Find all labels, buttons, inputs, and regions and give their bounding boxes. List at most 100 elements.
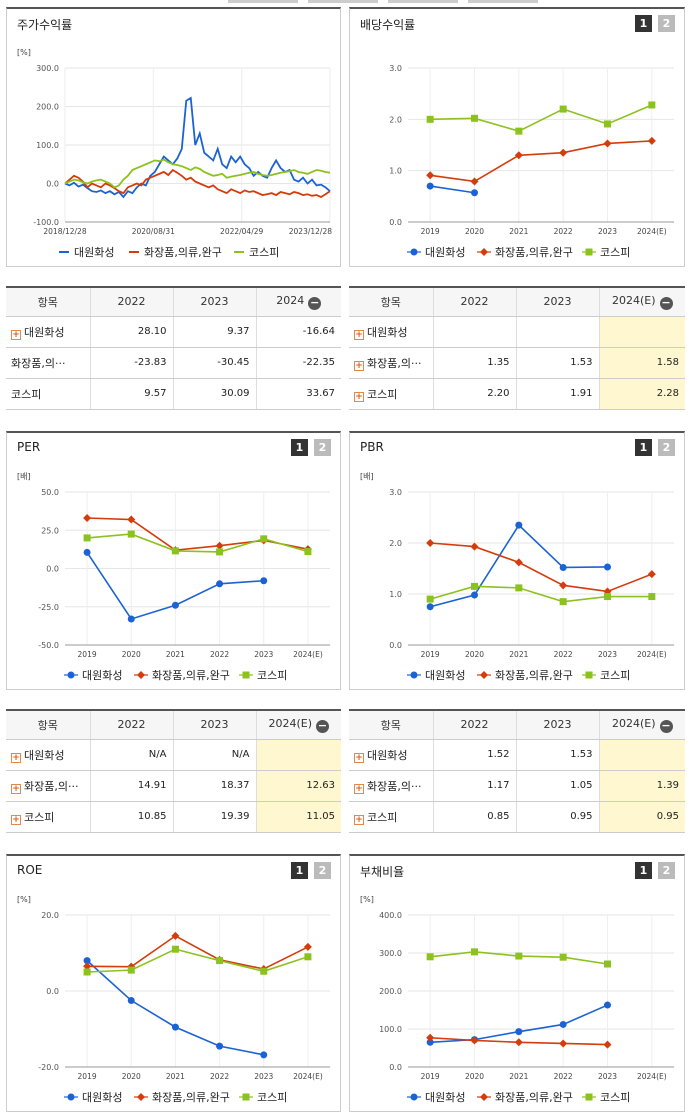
column-header: 2024(E) −: [598, 710, 685, 740]
column-header-label: 2023: [200, 718, 229, 732]
collapse-icon[interactable]: −: [659, 718, 673, 733]
expand-plus-icon[interactable]: +: [354, 752, 364, 763]
pbr-panel: PBR 1 2 [배] 3.0 2.0 1.0 0.0 2019 2020 2021 2022 202…: [349, 431, 685, 690]
panel-title: PER: [17, 440, 41, 454]
x-tick-label: 2020: [465, 227, 484, 236]
legend-label: 대원화성: [425, 1091, 465, 1104]
x-tick-label: 2020: [465, 1072, 484, 1081]
row-label: 대원화성: [367, 325, 408, 339]
collapse-icon[interactable]: −: [659, 295, 673, 310]
table-cell: 9.57: [89, 378, 173, 410]
data-point: [426, 1038, 434, 1046]
chart-svg: [배] 50.0 25.0 0.0 -25.0 -50.0 2019 2020 2021 2022…: [17, 472, 330, 682]
column-header-label: 2022: [117, 718, 146, 732]
data-point: [559, 581, 568, 590]
view-2-button[interactable]: 2: [658, 15, 675, 32]
table-cell: 30.09: [172, 378, 256, 410]
per-table: 항목 2022 2023 2024(E) − + 대원화성 N/A N/A + 화장품,의··· 14…: [6, 709, 341, 833]
x-tick-label: 2022: [554, 1072, 573, 1081]
data-point: [216, 548, 224, 556]
table-row: + 대원화성: [349, 316, 685, 348]
unit-label: [%]: [360, 895, 374, 904]
data-point: [215, 541, 224, 550]
legend-label: 화장품,의류,완구: [495, 246, 573, 259]
column-header: 2023: [515, 710, 599, 740]
data-point: [242, 1093, 250, 1101]
data-point: [471, 948, 478, 956]
data-point: [303, 942, 312, 951]
y-tick-label: 0.0: [46, 565, 59, 574]
view-2-button[interactable]: 2: [658, 862, 675, 879]
view-1-button[interactable]: 1: [635, 862, 652, 879]
view-1-button[interactable]: 1: [291, 439, 308, 456]
expand-plus-icon[interactable]: +: [11, 752, 21, 763]
table-row: + 화장품,의··· 1.17 1.05 1.39: [349, 770, 685, 802]
expand-plus-icon[interactable]: +: [11, 783, 21, 794]
expand-plus-icon[interactable]: +: [354, 391, 364, 402]
column-header: 2022: [89, 287, 173, 317]
y-tick-label: 3.0: [389, 64, 402, 73]
data-point: [171, 931, 180, 940]
dividend-yield-panel: 배당수익률 1 2 3.0 2.0 1.0 0.0 2019 2020 2021 2022 2023…: [349, 7, 685, 267]
column-header: 2024(E) −: [598, 287, 685, 317]
y-tick-label: -25.0: [38, 603, 59, 612]
y-tick-label: 0.0: [46, 180, 59, 189]
row-label: 대원화성: [367, 748, 408, 762]
legend-label: 코스피: [249, 246, 279, 259]
table-cell: [432, 316, 516, 348]
data-point: [585, 1093, 593, 1101]
view-2-button[interactable]: 2: [658, 439, 675, 456]
legend-label: 코스피: [600, 246, 630, 259]
chart-svg: [배] 3.0 2.0 1.0 0.0 2019 2020 2021 2022 2023 2024(…: [360, 472, 674, 682]
legend-label: 대원화성: [82, 669, 122, 682]
legend-label: 화장품,의류,완구: [495, 1091, 573, 1104]
column-header: 2022: [89, 710, 173, 740]
expand-plus-icon[interactable]: +: [354, 329, 364, 340]
panel-title: 배당수익률: [360, 18, 416, 32]
data-point: [127, 966, 135, 974]
x-tick-label: 2023: [254, 1072, 273, 1081]
per-panel: PER 1 2 [배] 50.0 25.0 0.0 -25.0 -50.0 2019 2020 20…: [6, 431, 341, 690]
row-label-cell: + 화장품,의···: [349, 770, 433, 802]
expand-plus-icon[interactable]: +: [354, 814, 364, 825]
legend-label: 코스피: [600, 1091, 630, 1104]
y-tick-label: 200.0: [379, 987, 402, 996]
table-cell: 18.37: [172, 770, 256, 802]
data-point: [426, 539, 435, 547]
collapse-icon[interactable]: −: [308, 295, 322, 310]
expand-plus-icon[interactable]: +: [354, 360, 364, 371]
column-header-label: 항목: [380, 718, 401, 732]
data-point: [426, 115, 434, 123]
column-header: 항목: [349, 710, 433, 740]
view-1-button[interactable]: 1: [635, 439, 652, 456]
y-tick-label: 0.0: [389, 641, 402, 650]
view-2-button[interactable]: 2: [314, 439, 331, 456]
view-2-button[interactable]: 2: [314, 862, 331, 879]
table-cell: -22.35: [255, 347, 341, 379]
series-line: [87, 948, 309, 973]
view-1-button[interactable]: 1: [291, 862, 308, 879]
data-point: [171, 1023, 179, 1031]
table-cell: [255, 739, 341, 771]
table-row: + 화장품,의··· 1.35 1.53 1.58: [349, 347, 685, 379]
data-point: [67, 1093, 75, 1101]
expand-plus-icon[interactable]: +: [11, 814, 21, 825]
data-point: [127, 997, 135, 1004]
collapse-icon[interactable]: −: [316, 718, 330, 733]
data-point: [171, 601, 179, 609]
column-header-label: 2022: [460, 718, 489, 732]
expand-plus-icon[interactable]: +: [354, 783, 364, 794]
data-point: [67, 671, 75, 679]
table-cell: 1.53: [515, 739, 599, 771]
expand-plus-icon[interactable]: +: [11, 329, 21, 340]
y-tick-label: -20.0: [38, 1063, 59, 1072]
x-tick-label: 2019: [421, 650, 440, 659]
table-cell: [598, 316, 685, 348]
stock-return-table: 항목 2022 2023 2024− + 대원화성 28.10 9.37 -16.64 화장품,의…: [6, 286, 341, 410]
x-tick-label: 2022/04/29: [220, 227, 263, 236]
view-1-button[interactable]: 1: [635, 15, 652, 32]
table-cell: 1.91: [515, 378, 599, 410]
